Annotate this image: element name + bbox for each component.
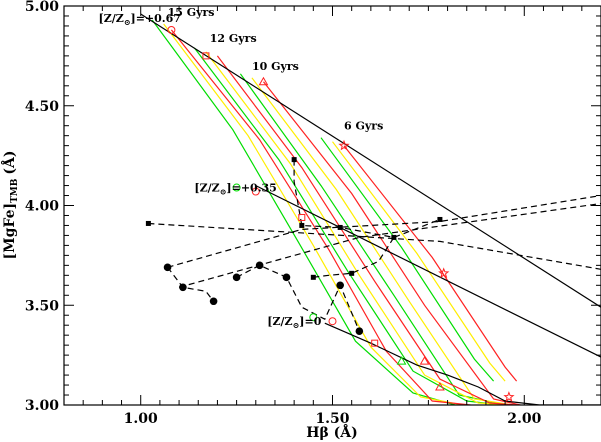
data-point-2 [209,297,218,306]
data-point-8 [145,220,151,226]
y-axis-label-group: [MgFe]TMB (Å) [0,150,20,259]
tick-layer: 1.00 1.50 2.00 3.00 3.50 4.00 4.50 5.00 [25,0,601,427]
data-point-24 [371,339,379,347]
data-point-23 [328,317,337,326]
series-line-20 [167,266,215,302]
data-point-29 [309,313,318,322]
annotation-0: 15 Gyrs [168,6,215,19]
series-line-4 [163,23,464,405]
data-point-20 [251,187,260,196]
series-line-9 [216,55,517,405]
annotation-layer: 15 Gyrs 12 Gyrs 10 Gyrs 6 Gyrs [Z/Z⊙]=+0.67 [… [99,6,384,330]
series-line-17 [178,202,601,288]
data-point-0 [163,263,172,272]
series-line-11 [343,145,518,382]
data-point-1 [179,283,187,292]
y-tick-label-4: 5.00 [25,0,59,15]
data-point-25 [419,356,430,365]
series-line-18 [293,159,441,239]
data-point-14 [310,274,316,280]
series-line-10 [263,81,521,405]
data-point-12 [391,234,397,240]
data-point-17 [202,52,210,60]
data-point-18 [258,76,269,86]
data-point-9 [291,157,297,163]
data-point-22 [232,183,241,192]
annotation-3: 6 Gyrs [344,120,383,133]
data-point-3 [232,273,241,282]
y-axis-label-unit: (Å) [0,150,18,174]
annotation-2: 10 Gyrs [252,60,299,73]
data-point-7 [355,327,364,335]
x-tick-label-1: 1.50 [315,411,349,427]
annotation-4: [Z/Z⊙]=+0.67 [99,12,181,27]
series-line-19 [313,237,395,278]
series-line-7 [332,141,506,382]
series-line-13 [255,185,601,358]
x-tick-label-0: 1.00 [124,411,158,427]
data-point-16 [167,25,176,34]
data-point-11 [337,224,343,230]
x-axis-label: Hβ (Å) [306,423,358,441]
series-line-3 [320,137,495,382]
data-point-13 [437,216,443,222]
annotation-5: [Z/Z⊙]=+0.35 [194,182,276,197]
series-line-14 [324,322,601,405]
series-line-5 [205,51,509,405]
data-point-28 [435,382,445,391]
annotation-1: 12 Gyrs [210,32,257,45]
data-point-5 [282,273,291,282]
plot-frame [63,5,601,406]
data-point-21 [298,213,306,221]
y-axis-label-sub: TMB [10,178,20,203]
data-point-15 [349,270,355,276]
annotation-6: [Z/Z⊙]=0 [267,315,321,330]
data-point-27 [503,391,515,402]
data-point-10 [299,222,305,228]
y-tick-label-0: 3.00 [25,398,59,414]
series-line-0 [151,19,456,405]
y-tick-label-1: 3.50 [25,298,59,314]
series-line-1 [193,47,502,405]
series-layer [140,13,601,405]
marker-layer [145,25,515,402]
series-line-8 [170,29,471,405]
y-axis-label: [MgFe]TMB (Å) [0,150,20,259]
data-point-4 [255,261,264,270]
y-tick-label-2: 4.00 [25,199,59,215]
series-line-12 [140,13,601,308]
data-point-6 [336,281,344,290]
data-point-30 [396,356,407,365]
series-line-6 [251,77,513,405]
y-axis-label-main: [MgFe] [2,203,18,260]
data-point-26 [438,267,450,279]
x-tick-label-2: 2.00 [507,411,541,427]
y-tick-label-3: 4.50 [25,99,59,115]
series-line-15 [148,222,601,270]
data-point-19 [338,139,350,151]
